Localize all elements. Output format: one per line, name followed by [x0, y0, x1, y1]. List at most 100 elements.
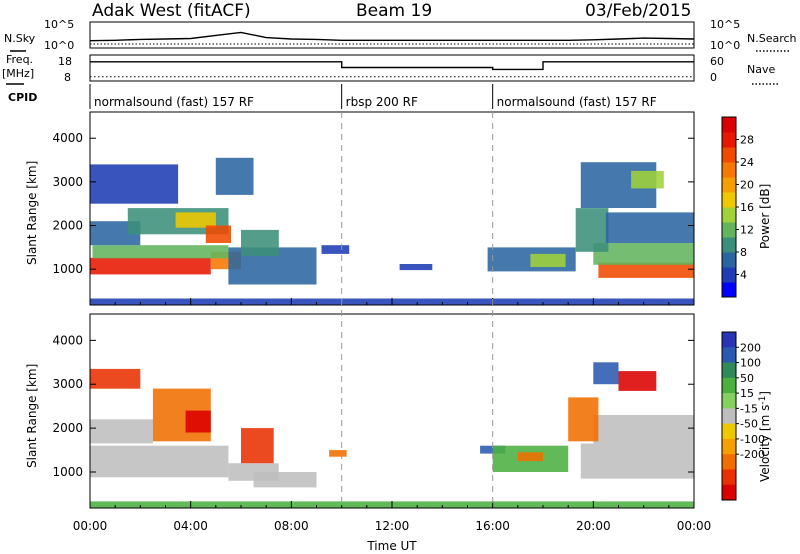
noise-panel: N.Sky 10^5 10^0 10^5 10^0 N.Search	[4, 18, 797, 52]
x-tick-label: 04:00	[173, 519, 208, 533]
colorbar-swatch	[722, 162, 736, 178]
velocity-y-axis-title: Slant Range [km]	[25, 364, 39, 468]
colorbar-tick-label: 24	[740, 156, 754, 169]
x-tick-label: 12:00	[375, 519, 410, 533]
colorbar-tick-label: -200	[740, 448, 765, 461]
colorbar-swatch	[722, 147, 736, 163]
power-y-axis-title: Slant Range [km]	[25, 161, 39, 265]
x-tick-label: 00:00	[73, 519, 108, 533]
colorbar-tick-label: -15	[740, 402, 758, 415]
colorbar-tick-label: -50	[740, 418, 758, 431]
colorbar-swatch	[722, 177, 736, 193]
colorbar-tick-label: -100	[740, 433, 765, 446]
velocity-colorbar-title-close: ]	[758, 391, 772, 396]
colorbar-swatch	[722, 207, 736, 223]
scatter-region	[605, 212, 694, 243]
scatter-region	[618, 371, 657, 391]
scatter-region	[90, 257, 211, 275]
y-tick-label: 1000	[52, 465, 83, 479]
scatter-region	[593, 415, 694, 444]
cpid-segment-label: normalsound (fast) 157 RF	[94, 95, 254, 109]
velocity-y-ticks: 1000 2000 3000 4000	[52, 333, 694, 479]
scatter-region	[90, 368, 141, 389]
scatter-region	[241, 428, 274, 464]
scatter-region	[92, 245, 229, 259]
scatter-region	[253, 472, 317, 488]
x-tick-label: 00:00	[677, 519, 712, 533]
y-tick-label: 3000	[52, 175, 83, 189]
scatter-region	[175, 212, 216, 228]
noise-right-tick-top: 10^5	[710, 18, 740, 31]
colorbar-tick-label: 50	[740, 372, 754, 385]
colorbar-tick-label: 4	[740, 269, 747, 282]
scatter-region	[90, 419, 153, 444]
date-title: 03/Feb/2015	[585, 1, 691, 21]
scatter-region	[593, 362, 619, 385]
noise-panel-frame	[89, 21, 695, 49]
colorbar-tick-label: 8	[740, 246, 747, 259]
scatter-region	[185, 410, 211, 433]
colorbar-swatch	[722, 393, 736, 409]
power-y-ticks: 1000 2000 3000 4000	[52, 131, 694, 276]
velocity-data	[90, 362, 695, 508]
y-tick-label: 2000	[52, 421, 83, 435]
scatter-region	[631, 170, 664, 189]
colorbar-swatch	[722, 469, 736, 486]
nave-right-tick-top: 60	[710, 55, 724, 68]
colorbar-swatch	[722, 282, 736, 298]
station-title: Adak West (fitACF)	[92, 1, 251, 21]
colorbar-tick-label: 16	[740, 201, 754, 214]
noise-left-tick-bottom: 10^0	[44, 39, 74, 52]
x-tick-label: 08:00	[274, 519, 309, 533]
freq-unit-label: [MHz]	[2, 67, 34, 80]
colorbar-swatch	[722, 362, 736, 379]
scatter-region	[598, 262, 694, 278]
colorbar-swatch	[722, 332, 736, 348]
cpid-segment-label: rbsp 200 RF	[346, 95, 418, 109]
colorbar-swatch	[722, 377, 736, 394]
scatter-region	[90, 445, 229, 478]
colorbar-swatch	[722, 484, 736, 501]
colorbar-swatch	[722, 132, 736, 148]
velocity-colorbar-title-exponent: -1	[758, 396, 768, 405]
beam-title: Beam 19	[356, 1, 432, 21]
frequency-panel-frame	[89, 54, 695, 82]
colorbar-tick-label: 100	[740, 357, 761, 370]
colorbar-swatch	[722, 347, 736, 364]
colorbar-swatch	[722, 192, 736, 208]
time-axis: 00:00 04:00 08:00 12:00 16:00 20:00 00:00	[73, 298, 712, 533]
colorbar-tick-label: 15	[740, 387, 754, 400]
nave-right-tick-bottom: 0	[710, 71, 717, 84]
velocity-colorbar-title-text: Velocity [m s	[758, 405, 772, 482]
power-panel: Slant Range [km] 1000 2000 3000 4000 4 8 12 16…	[25, 111, 772, 306]
scatter-region	[321, 245, 350, 254]
colorbar-swatch	[722, 222, 736, 238]
freq-label: Freq.	[6, 53, 33, 66]
noise-series-line	[89, 31, 695, 42]
scatter-region	[205, 225, 231, 243]
colorbar-swatch	[722, 423, 736, 440]
noise-left-tick-top: 10^5	[44, 18, 74, 31]
colorbar-swatch	[722, 252, 736, 268]
scatter-region	[575, 208, 609, 252]
scatter-region	[215, 157, 254, 195]
scatter-region	[580, 443, 695, 479]
frequency-series-line	[90, 61, 694, 71]
x-tick-label: 16:00	[475, 519, 510, 533]
colorbar-tick-label: 200	[740, 341, 761, 354]
freq-left-tick-bottom: 8	[64, 71, 71, 84]
y-tick-label: 4000	[52, 333, 83, 347]
colorbar-tick-label: 28	[740, 134, 754, 147]
nave-label: Nave	[747, 63, 775, 76]
cpid-label: CPID	[8, 91, 37, 104]
scatter-region	[399, 264, 433, 271]
x-tick-label: 20:00	[576, 519, 611, 533]
y-tick-label: 2000	[52, 219, 83, 233]
colorbar-swatch	[722, 408, 736, 425]
colorbar-frame	[721, 331, 737, 501]
colorbar-tick-label: 12	[740, 224, 754, 237]
colorbar-swatch	[722, 438, 736, 455]
scatter-region	[329, 450, 347, 457]
velocity-panel: Slant Range [km] 1000 2000 3000 4000 200 100…	[25, 313, 772, 509]
